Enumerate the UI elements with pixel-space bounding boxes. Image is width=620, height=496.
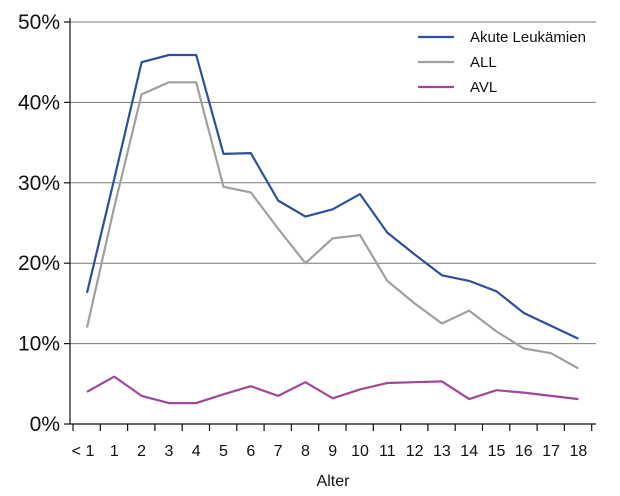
y-tick-label: 40% xyxy=(18,91,60,114)
series-line-3 xyxy=(86,375,579,405)
x-tick-label: 4 xyxy=(192,443,201,460)
legend-label: ALL xyxy=(470,54,497,71)
y-tick-label: 20% xyxy=(18,252,60,275)
x-tick-label: 13 xyxy=(433,443,451,460)
x-tick-label: 11 xyxy=(379,443,396,460)
x-tick-label: < 1 xyxy=(72,443,95,460)
x-tick-label: 1 xyxy=(110,443,119,460)
x-tick-label: 7 xyxy=(274,443,283,460)
x-tick-label: 2 xyxy=(137,443,146,460)
gridlines xyxy=(70,21,596,345)
x-tick-label: 6 xyxy=(246,443,255,460)
y-tick-labels: 0% 10% 20% 30% 40% 50% xyxy=(18,11,60,436)
x-tick-label: 12 xyxy=(406,443,424,460)
x-tick-label: 18 xyxy=(570,443,588,460)
x-tick-label: 14 xyxy=(460,443,478,460)
legend: Akute Leukämien ALL AVL xyxy=(418,29,586,96)
y-tick-label: 10% xyxy=(18,333,60,356)
x-tick-label: 9 xyxy=(328,443,337,460)
x-tick-label: 3 xyxy=(164,443,173,460)
x-tick-label: 10 xyxy=(351,443,369,460)
x-tick-label: 8 xyxy=(301,443,310,460)
series-line-1 xyxy=(85,53,579,340)
y-tick-label: 0% xyxy=(30,413,60,436)
x-axis-label: Alter xyxy=(317,473,351,490)
y-tick-label: 30% xyxy=(18,172,60,195)
x-tick-label: 15 xyxy=(488,443,506,460)
y-tick-label: 50% xyxy=(18,11,60,34)
x-tick-label: 5 xyxy=(219,443,228,460)
x-tick-label: 17 xyxy=(542,443,560,460)
series-lines xyxy=(85,53,579,405)
legend-label: Akute Leukämien xyxy=(470,29,586,46)
axes xyxy=(64,18,596,431)
x-tick-labels: < 1 1 2 3 4 5 6 7 8 9 10 11 12 13 14 15 16 17 18 xyxy=(72,443,588,460)
series-line-2 xyxy=(85,81,579,370)
legend-label: AVL xyxy=(470,79,497,96)
x-tick-label: 16 xyxy=(515,443,533,460)
